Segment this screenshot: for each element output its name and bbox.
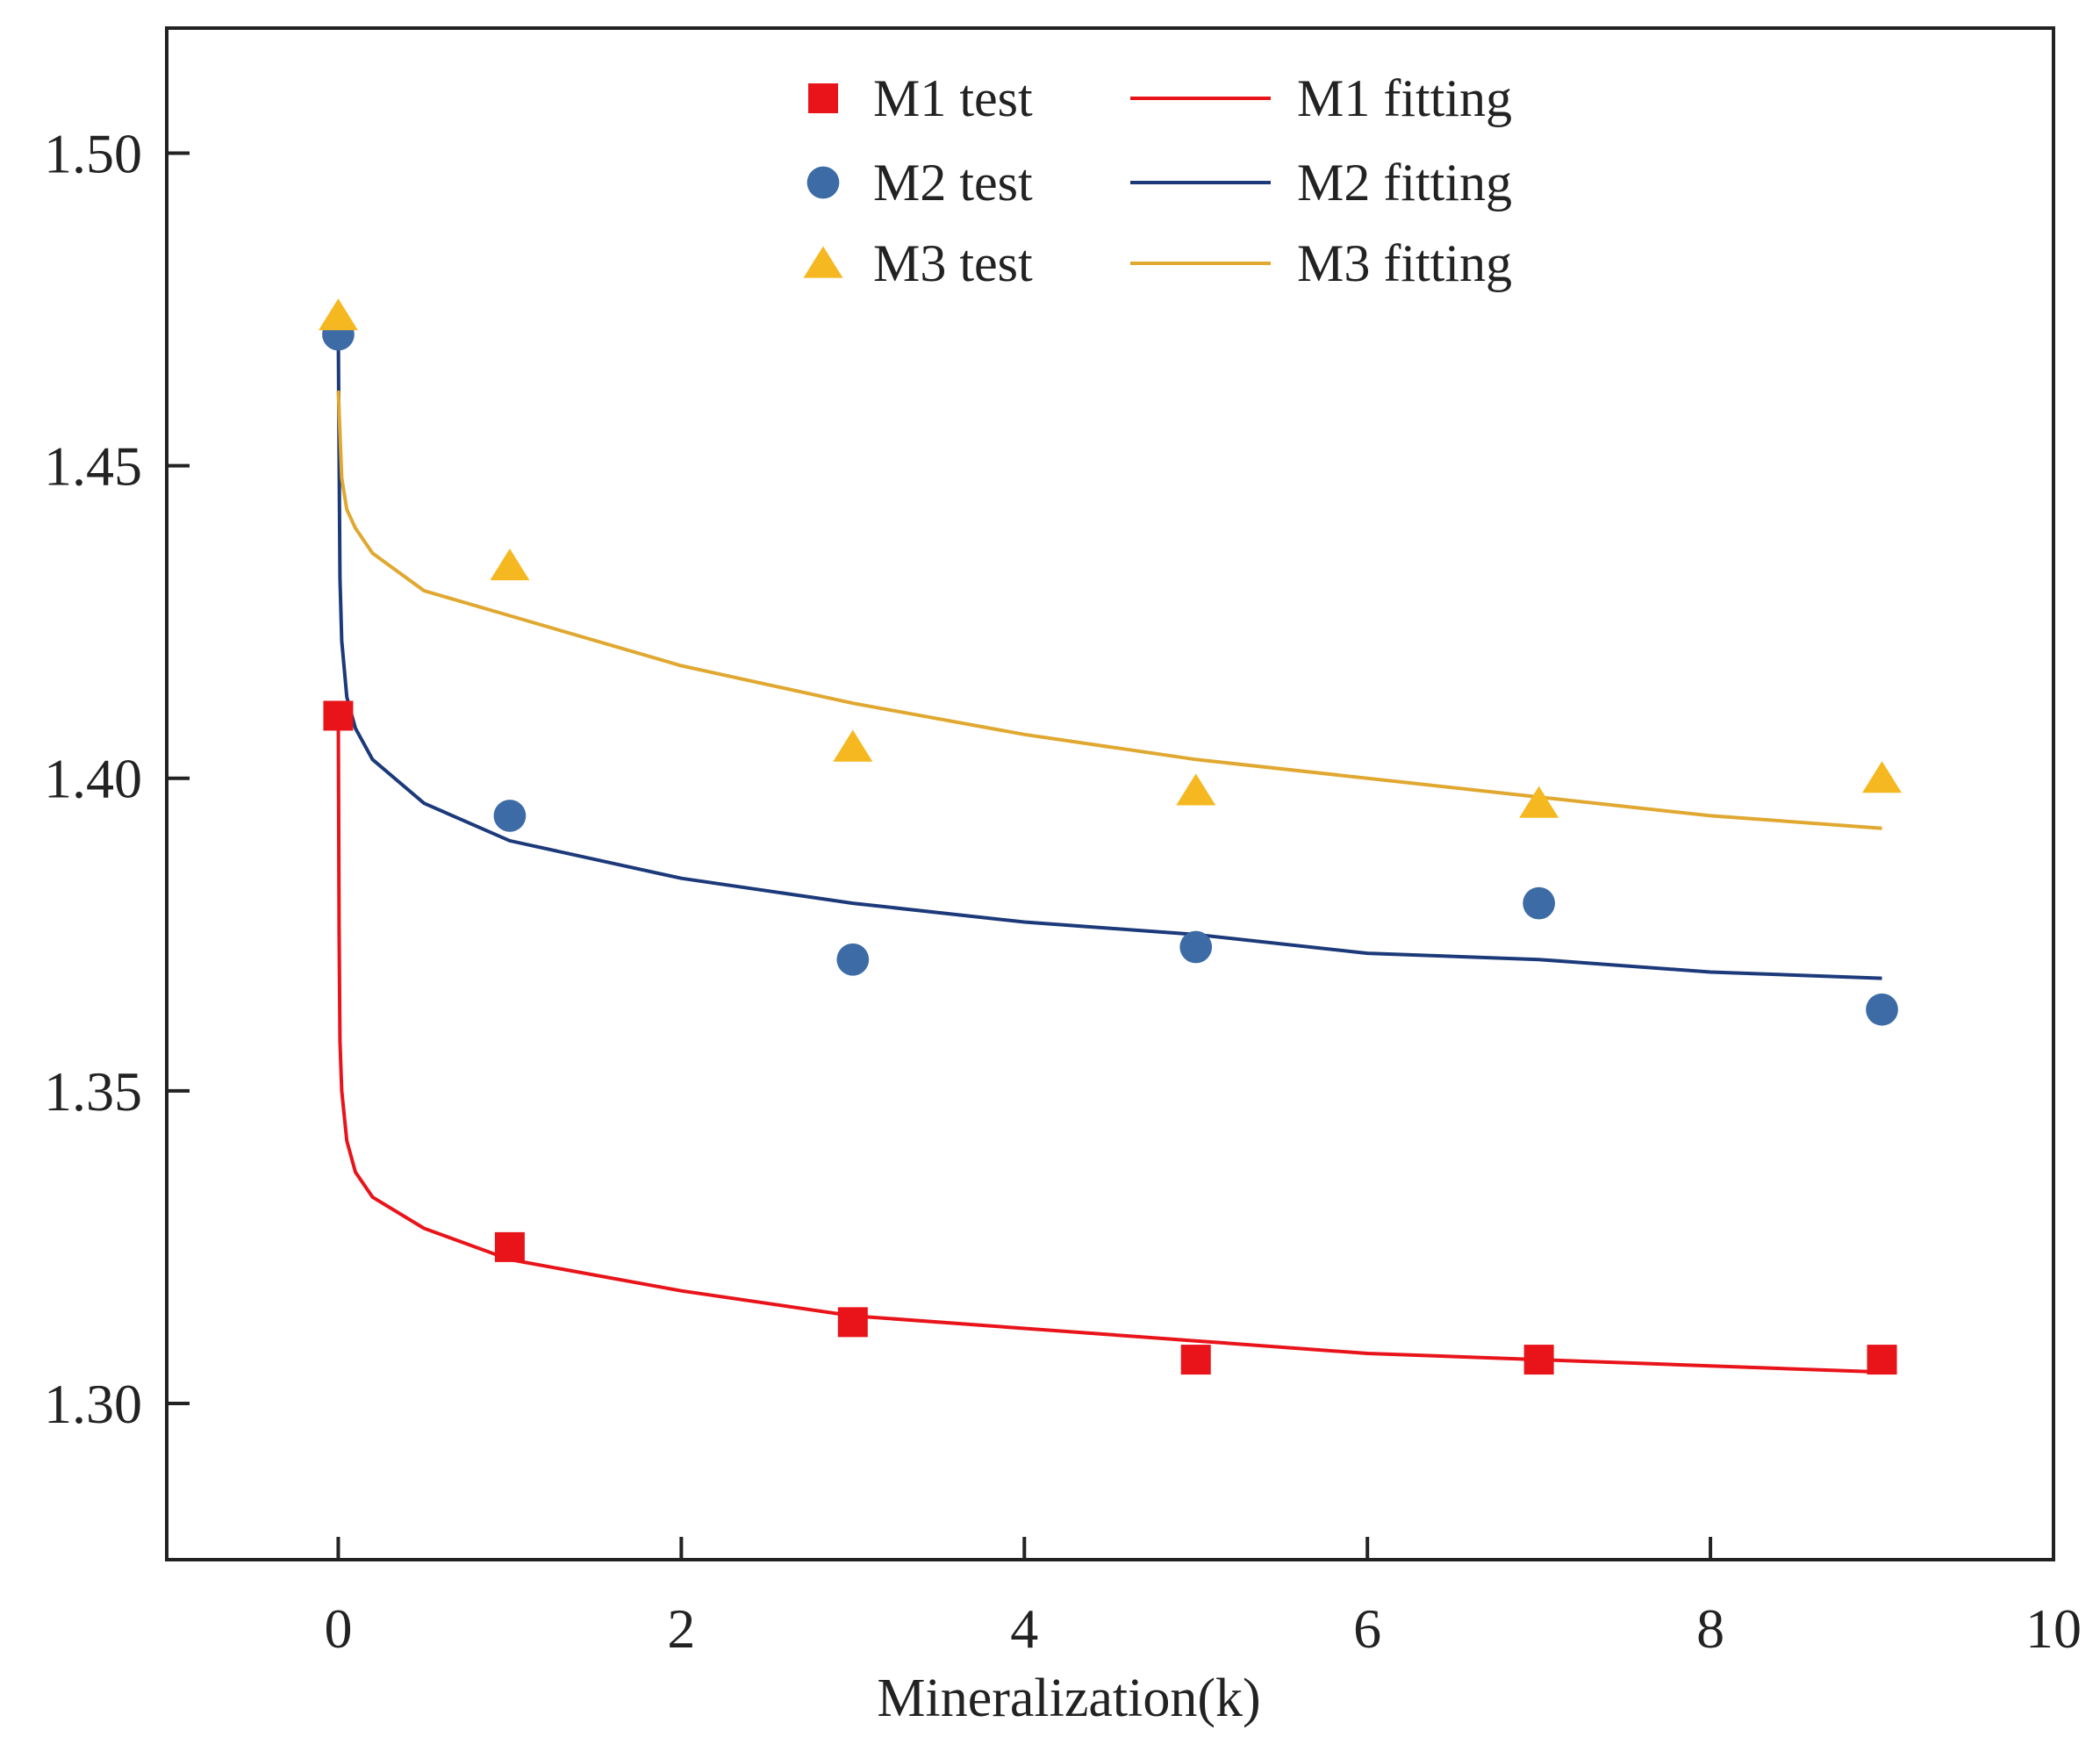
x-tick-label: 4 bbox=[1010, 1597, 1038, 1660]
m1-test-point bbox=[494, 1231, 525, 1262]
legend-marker-m3-test bbox=[803, 246, 843, 278]
axes-layer: 0 2 4 6 8 10 1.30 1.35 1.40 1.45 1.50 bbox=[44, 122, 2082, 1660]
m3-test-point bbox=[833, 729, 873, 762]
y-tick-label: 1.35 bbox=[44, 1060, 142, 1123]
legend: M1 test M2 test M3 test M1 fitting M2 fittin… bbox=[803, 69, 1512, 292]
m2-test-point bbox=[1866, 993, 1898, 1026]
m2-fitting-line bbox=[336, 334, 1882, 980]
y-tick-label: 1.50 bbox=[44, 122, 142, 184]
x-tick-label: 6 bbox=[1353, 1597, 1381, 1660]
y-tick-label: 1.45 bbox=[44, 435, 142, 498]
m2-test-point bbox=[1179, 930, 1213, 964]
m1-test-point bbox=[1867, 1345, 1897, 1375]
m1-test-point bbox=[837, 1307, 868, 1338]
y-tick-label: 1.40 bbox=[44, 748, 142, 810]
legend-label-m2-test: M2 test bbox=[873, 154, 1033, 212]
test-points-layer bbox=[318, 298, 1903, 1375]
x-axis-title: Mineralization(k) bbox=[877, 1669, 1260, 1728]
m3-test-point bbox=[1176, 773, 1216, 806]
m1-test-point bbox=[1180, 1345, 1211, 1375]
m2-test-point bbox=[836, 943, 870, 976]
x-tick-label: 0 bbox=[324, 1597, 352, 1660]
m1-test-point bbox=[1523, 1345, 1554, 1375]
y-tick-label: 1.30 bbox=[44, 1373, 142, 1435]
legend-marker-m1-test bbox=[808, 83, 838, 113]
legend-label-m2-fitting: M2 fitting bbox=[1297, 154, 1512, 212]
legend-label-m1-fitting: M1 fitting bbox=[1297, 69, 1512, 127]
m1-test-point bbox=[323, 700, 354, 731]
m3-test-point bbox=[1862, 761, 1903, 793]
m3-test-point bbox=[318, 298, 358, 331]
x-tick-label: 2 bbox=[667, 1597, 695, 1660]
x-tick-label: 10 bbox=[2025, 1597, 2082, 1660]
m3-test-point bbox=[1519, 786, 1559, 818]
legend-label-m3-fitting: M3 fitting bbox=[1297, 234, 1512, 292]
legend-label-m3-test: M3 test bbox=[873, 234, 1033, 292]
legend-label-m1-test: M1 test bbox=[873, 69, 1033, 127]
m2-test-point bbox=[493, 800, 527, 832]
legend-marker-m2-test bbox=[806, 166, 840, 199]
x-tick-label: 8 bbox=[1696, 1597, 1724, 1660]
m3-fitting-line bbox=[336, 391, 1882, 830]
m2-test-point bbox=[1523, 886, 1555, 920]
plot-frame bbox=[165, 26, 2055, 1561]
m3-test-point bbox=[490, 548, 530, 581]
